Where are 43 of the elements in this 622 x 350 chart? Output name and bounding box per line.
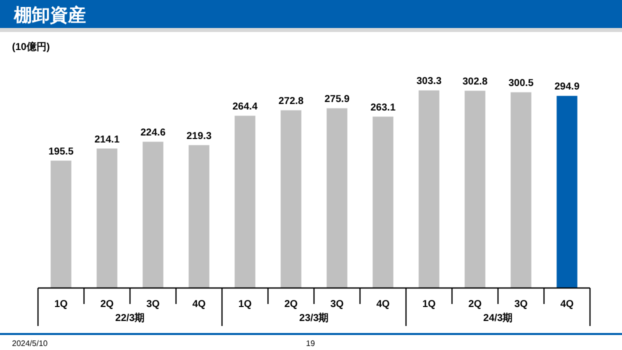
data-label: 302.8	[462, 76, 488, 88]
data-label: 294.9	[554, 82, 580, 93]
data-label: 275.9	[324, 94, 350, 106]
x-tick-label: 1Q	[54, 298, 68, 310]
bar	[188, 145, 210, 288]
text: 24/3期	[483, 312, 513, 324]
data-label: 219.3	[186, 130, 212, 142]
x-tick-label: 3Q	[514, 298, 528, 310]
x-tick-label: 2Q	[468, 298, 482, 310]
data-label: 272.8	[278, 96, 304, 108]
data-label: 300.5	[508, 78, 534, 89]
y-axis-title: (10億円)	[12, 40, 50, 54]
bar	[510, 92, 532, 288]
data-label: 303.3	[416, 76, 442, 88]
bar	[280, 110, 302, 288]
bar	[50, 160, 72, 288]
data-label: 224.6	[140, 127, 166, 138]
bar	[556, 96, 578, 288]
data-label: 195.5	[48, 146, 74, 158]
bar	[142, 142, 164, 288]
data-label: 214.1	[94, 134, 120, 146]
x-tick-label: 4Q	[560, 298, 574, 310]
data-label: 263.1	[370, 102, 396, 114]
text: 23/3期	[299, 312, 329, 324]
x-tick-label: 1Q	[422, 298, 436, 310]
text: 2024/5/10	[12, 339, 48, 348]
bar	[464, 90, 486, 288]
text: 19	[306, 339, 315, 348]
bar	[96, 148, 118, 288]
x-tick-label: 3Q	[330, 298, 344, 310]
bar	[418, 90, 440, 288]
x-tick-label: 3Q	[146, 298, 160, 310]
bar	[234, 116, 256, 288]
chart-title: 棚卸資産	[14, 4, 86, 27]
x-tick-label: 4Q	[192, 298, 206, 310]
x-tick-label: 4Q	[376, 298, 390, 310]
x-tick-label: 1Q	[238, 298, 252, 310]
bar	[372, 116, 394, 288]
x-tick-label: 2Q	[284, 298, 298, 310]
data-label: 264.4	[232, 102, 258, 113]
x-tick-label: 2Q	[100, 298, 114, 310]
text: 22/3期	[115, 312, 145, 324]
bar	[326, 108, 348, 288]
